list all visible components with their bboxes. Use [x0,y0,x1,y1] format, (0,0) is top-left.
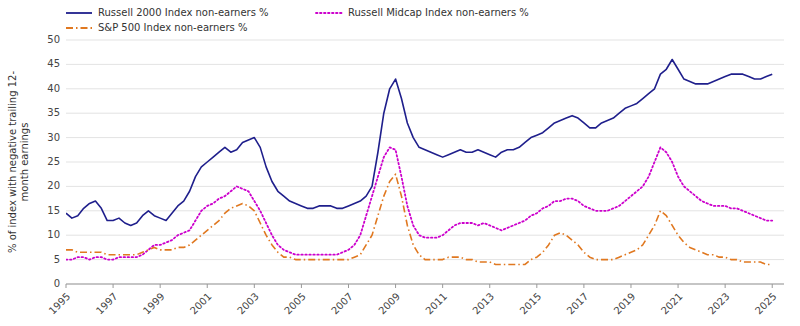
legend-label: Russell Midcap Index non-earners % [348,7,529,18]
legend-label: S&P 500 Index non-earners % [98,22,247,33]
legend-swatch [66,27,92,29]
grid-line [66,284,784,285]
x-tick-label: 2001 [188,291,214,317]
grid-line [66,186,784,187]
grid-line [66,235,784,236]
y-tick-label: 10 [47,229,60,240]
y-tick-label: 50 [47,34,60,45]
x-tick [489,284,490,288]
y-tick-label: 40 [47,83,60,94]
y-tick-label: 20 [47,180,60,191]
y-tick-label: 0 [54,278,60,289]
x-tick-label: 2011 [423,291,449,317]
x-tick-label: 1999 [141,291,167,317]
x-tick-label: 2023 [706,291,732,317]
x-tick [583,284,584,288]
grid-line [66,64,784,65]
y-axis-label-line: month earnings [19,123,30,202]
x-tick [113,284,114,288]
series-line [66,147,772,259]
x-tick-label: 2013 [470,291,496,317]
x-tick-label: 1997 [94,291,120,317]
grid-line [66,137,784,138]
y-tick-label: 5 [54,254,60,265]
y-tick-label: 15 [47,205,60,216]
legend-label: Russell 2000 Index non-earners % [98,7,269,18]
y-axis-label-line: % of index with negative trailing 12- [7,71,18,253]
series-line [66,60,772,226]
x-tick-label: 2007 [329,291,355,317]
plot-area [66,60,772,265]
y-tick-label: 25 [47,156,60,167]
series-line [66,174,772,264]
x-tick [160,284,161,288]
x-tick [678,284,679,288]
grid-line [66,40,784,41]
y-tick-label: 30 [47,132,60,143]
x-tick-label: 2003 [235,291,261,317]
grid-line [66,162,784,163]
grid-line [66,88,784,89]
x-tick [254,284,255,288]
x-tick-label: 2021 [659,291,685,317]
x-tick-label: 1995 [47,291,73,317]
y-axis-label: % of index with negative trailing 12-mon… [7,71,30,253]
x-tick [207,284,208,288]
x-tick [630,284,631,288]
x-tick [725,284,726,288]
y-tick-label: 35 [47,107,60,118]
x-tick [442,284,443,288]
x-tick [348,284,349,288]
x-tick-label: 2015 [518,291,544,317]
x-tick [301,284,302,288]
grid-line [66,113,784,114]
x-tick [395,284,396,288]
x-axis-line [66,284,784,285]
grid [66,40,784,284]
legend: Russell 2000 Index non-earners % Russell … [66,7,529,33]
legend-swatch [316,12,342,14]
x-tick-label: 2025 [753,291,779,317]
x-tick-label: 2009 [376,291,402,317]
chart-container: 0510152025303540455019951997199920012003… [0,0,800,326]
legend-swatch [66,12,92,14]
x-tick-label: 2017 [565,291,591,317]
x-tick [536,284,537,288]
x-tick-label: 2019 [612,291,638,317]
chart-svg: 0510152025303540455019951997199920012003… [0,0,800,326]
x-tick [66,284,67,288]
y-tick-label: 45 [47,58,60,69]
x-tick-label: 2005 [282,291,308,317]
x-tick [772,284,773,288]
